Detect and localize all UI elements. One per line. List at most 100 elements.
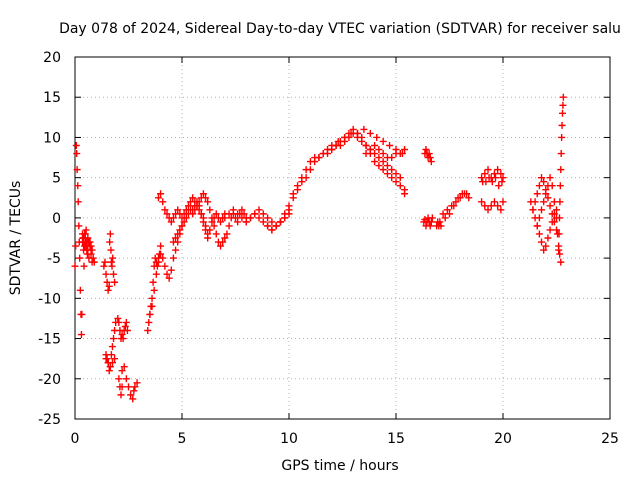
- data-point: [119, 335, 127, 343]
- data-point: [538, 174, 546, 182]
- data-point: [558, 109, 566, 117]
- data-point: [556, 182, 564, 190]
- data-point: [108, 343, 116, 351]
- x-tick-label: 25: [601, 431, 619, 447]
- data-point: [104, 286, 112, 294]
- data-point: [204, 198, 212, 206]
- data-point: [315, 154, 323, 162]
- data-point: [555, 230, 563, 238]
- data-point: [159, 254, 167, 262]
- y-axis-label: SDTVAR / TECUs: [8, 181, 24, 296]
- data-point: [495, 182, 503, 190]
- data-point: [118, 367, 126, 375]
- data-point: [383, 170, 391, 178]
- data-point: [538, 238, 546, 246]
- data-point: [557, 166, 565, 174]
- data-point: [172, 234, 180, 242]
- data-point: [281, 210, 289, 218]
- data-point: [392, 170, 400, 178]
- y-tick-labels: -25 -20 -15 -10 -5 0 5 10 15 20: [38, 50, 61, 428]
- data-point: [481, 202, 489, 210]
- data-point: [121, 322, 129, 330]
- data-point: [129, 395, 137, 403]
- data-point: [285, 202, 293, 210]
- data-point: [154, 194, 162, 202]
- data-point: [150, 286, 158, 294]
- data-point: [180, 218, 188, 226]
- data-point: [396, 174, 404, 182]
- data-point: [497, 206, 505, 214]
- data-point: [154, 258, 162, 266]
- y-tick-label: 15: [43, 90, 61, 106]
- data-point: [529, 206, 537, 214]
- data-point: [494, 166, 502, 174]
- y-tick-label: -25: [38, 412, 61, 428]
- data-point: [115, 375, 123, 383]
- data-point: [106, 230, 114, 238]
- data-point: [161, 262, 169, 270]
- data-point: [133, 379, 141, 387]
- data-point: [556, 198, 564, 206]
- data-point: [535, 182, 543, 190]
- data-point: [167, 266, 175, 274]
- x-tick-label: 10: [280, 431, 298, 447]
- data-point: [555, 214, 563, 222]
- data-point: [174, 206, 182, 214]
- data-point: [319, 150, 327, 158]
- data-point: [371, 150, 379, 158]
- data-point: [557, 258, 565, 266]
- data-point: [478, 198, 486, 206]
- data-point: [487, 202, 495, 210]
- data-point: [73, 166, 81, 174]
- data-point: [450, 202, 458, 210]
- data-point: [167, 218, 175, 226]
- data-point: [145, 318, 153, 326]
- data-point: [484, 206, 492, 214]
- data-point: [157, 242, 165, 250]
- data-point: [199, 218, 207, 226]
- data-point: [559, 101, 567, 109]
- data-point: [490, 198, 498, 206]
- data-point: [538, 206, 546, 214]
- data-point: [375, 146, 383, 154]
- data-point: [436, 218, 444, 226]
- data-point: [109, 254, 117, 262]
- data-point: [110, 335, 118, 343]
- data-point: [264, 214, 272, 222]
- data-point: [73, 150, 81, 158]
- data-point: [555, 246, 563, 254]
- data-point: [544, 194, 552, 202]
- data-point: [197, 210, 205, 218]
- data-point: [110, 270, 118, 278]
- data-point: [105, 367, 113, 375]
- data-point: [255, 214, 263, 222]
- data-point: [85, 238, 93, 246]
- data-point: [557, 150, 565, 158]
- data-point: [379, 137, 387, 145]
- data-point: [443, 206, 451, 214]
- data-point: [76, 286, 84, 294]
- x-tick-label: 5: [178, 431, 187, 447]
- data-point: [87, 242, 95, 250]
- data-point: [178, 222, 186, 230]
- data-point: [223, 230, 231, 238]
- data-point: [499, 174, 507, 182]
- data-point: [272, 222, 280, 230]
- data-point: [169, 238, 177, 246]
- x-tick-label: 15: [387, 431, 405, 447]
- data-point: [169, 254, 177, 262]
- data-point: [531, 198, 539, 206]
- data-point: [72, 141, 80, 149]
- data-points: [71, 93, 567, 403]
- data-point: [328, 141, 336, 149]
- data-point: [106, 238, 114, 246]
- data-point: [264, 222, 272, 230]
- data-point: [217, 218, 225, 226]
- data-point: [482, 178, 490, 186]
- data-point: [148, 302, 156, 310]
- data-point: [77, 331, 85, 339]
- y-tick-label: -20: [38, 372, 61, 388]
- plot-frame: [74, 56, 611, 420]
- x-tick-label: 0: [71, 431, 80, 447]
- data-point: [153, 262, 161, 270]
